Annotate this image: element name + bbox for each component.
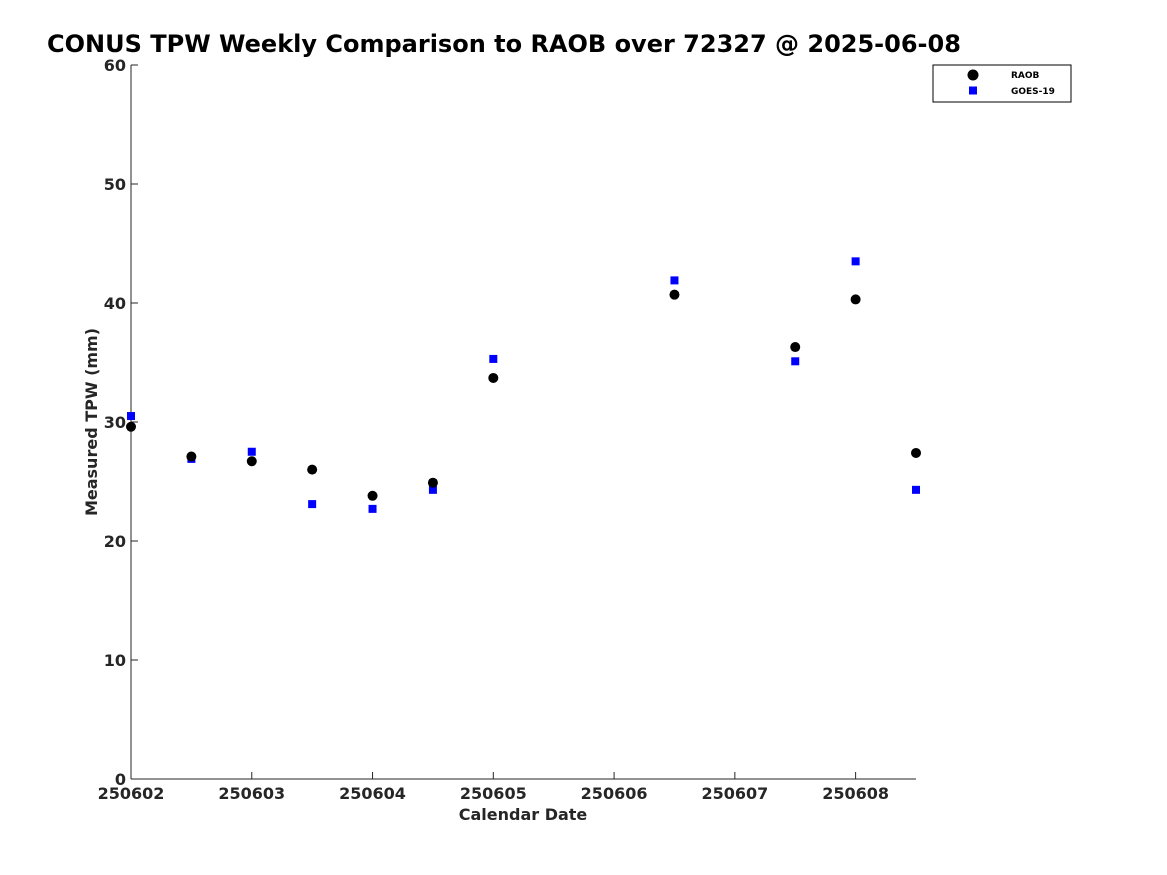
legend: RAOB GOES-19 <box>932 64 1072 103</box>
y-axis-label: Measured TPW (mm) <box>82 328 101 516</box>
raob-point <box>850 294 861 305</box>
goes-19-point <box>670 276 679 285</box>
raob-point <box>790 342 801 353</box>
y-tick-label: 10 <box>104 651 126 670</box>
axes <box>130 65 916 780</box>
x-ticks: 250602 250603 250604 250605 250606 250607 2506… <box>98 772 889 803</box>
raob-point <box>307 464 318 475</box>
goes-19-point <box>428 485 437 494</box>
y-tick-label: 20 <box>104 532 126 551</box>
raob-point <box>246 456 257 467</box>
goes-19-point <box>247 447 256 456</box>
goes-19-point <box>489 354 498 363</box>
y-tick-label: 40 <box>104 294 126 313</box>
goes-19-point <box>912 485 920 494</box>
x-tick-label: 250604 <box>339 784 406 803</box>
x-tick-label: 250606 <box>581 784 648 803</box>
goes-19-point <box>368 504 377 513</box>
x-tick-label: 250605 <box>460 784 527 803</box>
y-tick-label: 50 <box>104 175 126 194</box>
raob-point <box>911 447 921 458</box>
raob-point <box>669 289 680 300</box>
x-tick-label: 250608 <box>822 784 889 803</box>
x-axis-label: Calendar Date <box>459 805 588 824</box>
y-tick-label: 60 <box>104 56 126 75</box>
legend-raob-label: RAOB <box>1011 71 1040 81</box>
goes-19-point <box>127 412 135 421</box>
legend-goes-label: GOES-19 <box>1011 87 1055 97</box>
x-tick-label: 250607 <box>701 784 768 803</box>
chart-title: CONUS TPW Weekly Comparison to RAOB over… <box>47 30 961 58</box>
y-tick-label: 0 <box>115 770 126 789</box>
goes-19-point <box>851 257 860 266</box>
legend-box <box>932 64 1072 103</box>
raob-point <box>186 451 197 462</box>
raob-point <box>427 477 438 488</box>
y-ticks: 0 10 20 30 40 50 60 <box>104 56 138 789</box>
x-tick-label: 250603 <box>218 784 285 803</box>
raob-point <box>488 372 499 383</box>
goes-19-point <box>308 500 317 509</box>
x-tick-label: 250602 <box>98 784 165 803</box>
y-tick-label: 30 <box>104 413 126 432</box>
raob-point <box>367 490 378 501</box>
goes-19-point <box>791 357 800 366</box>
raob-point <box>126 421 136 432</box>
data-points <box>126 257 921 513</box>
legend-goes-marker <box>969 86 977 95</box>
legend-raob-marker <box>967 69 979 81</box>
